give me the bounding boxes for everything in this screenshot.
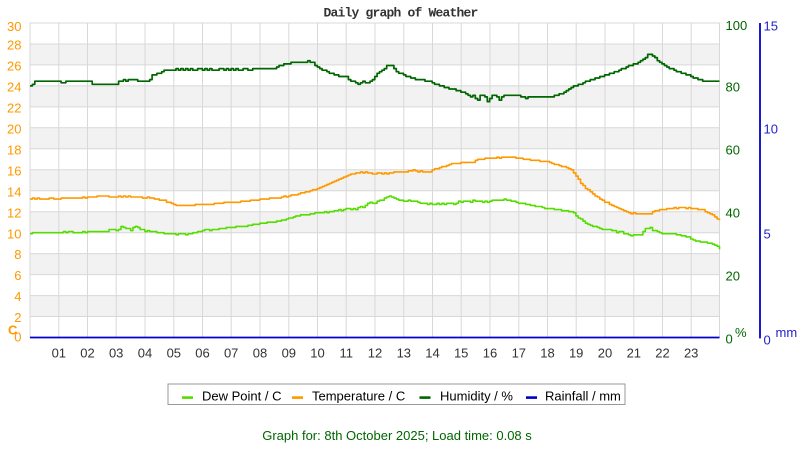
- svg-text:0: 0: [14, 330, 21, 345]
- svg-text:15: 15: [764, 19, 778, 34]
- svg-text:20: 20: [598, 346, 612, 361]
- svg-text:06: 06: [195, 346, 209, 361]
- svg-text:10: 10: [764, 122, 778, 137]
- svg-text:18: 18: [7, 142, 21, 157]
- svg-text:22: 22: [655, 346, 669, 361]
- svg-text:100: 100: [726, 18, 748, 33]
- svg-text:60: 60: [726, 143, 740, 158]
- svg-text:10: 10: [7, 226, 21, 241]
- svg-text:%: %: [735, 325, 747, 340]
- svg-text:20: 20: [726, 268, 740, 283]
- svg-text:18: 18: [540, 346, 554, 361]
- svg-text:15: 15: [454, 346, 468, 361]
- svg-text:4: 4: [14, 289, 21, 304]
- svg-text:13: 13: [397, 346, 411, 361]
- svg-text:21: 21: [627, 346, 641, 361]
- svg-text:mm: mm: [776, 325, 798, 340]
- svg-text:12: 12: [368, 346, 382, 361]
- svg-text:09: 09: [282, 346, 296, 361]
- svg-text:05: 05: [167, 346, 181, 361]
- svg-text:11: 11: [339, 346, 353, 361]
- svg-text:24: 24: [7, 80, 21, 95]
- svg-text:19: 19: [569, 346, 583, 361]
- svg-text:04: 04: [138, 346, 152, 361]
- svg-text:Humidity / %: Humidity / %: [440, 389, 513, 404]
- svg-text:03: 03: [109, 346, 123, 361]
- svg-text:28: 28: [7, 38, 21, 53]
- svg-text:2: 2: [14, 310, 21, 325]
- svg-text:0: 0: [764, 333, 771, 348]
- svg-text:Temperature / C: Temperature / C: [312, 389, 405, 404]
- svg-text:01: 01: [52, 346, 66, 361]
- svg-text:16: 16: [483, 346, 497, 361]
- svg-text:16: 16: [7, 163, 21, 178]
- svg-text:80: 80: [726, 80, 740, 95]
- svg-text:23: 23: [684, 346, 698, 361]
- svg-text:07: 07: [224, 346, 238, 361]
- svg-text:Dew Point / C: Dew Point / C: [202, 389, 281, 404]
- svg-text:02: 02: [80, 346, 94, 361]
- svg-text:C: C: [8, 323, 18, 338]
- svg-text:Daily graph of Weather: Daily graph of Weather: [323, 6, 477, 21]
- svg-text:40: 40: [726, 205, 740, 220]
- svg-text:08: 08: [253, 346, 267, 361]
- svg-text:8: 8: [14, 247, 21, 262]
- svg-text:14: 14: [7, 184, 21, 199]
- svg-text:20: 20: [7, 121, 21, 136]
- svg-text:30: 30: [7, 19, 21, 34]
- svg-text:Rainfall / mm: Rainfall / mm: [545, 389, 621, 404]
- svg-text:22: 22: [7, 101, 21, 116]
- svg-text:17: 17: [512, 346, 526, 361]
- svg-text:5: 5: [764, 226, 771, 241]
- svg-text:14: 14: [425, 346, 439, 361]
- svg-text:26: 26: [7, 59, 21, 74]
- svg-text:12: 12: [7, 205, 21, 220]
- svg-text:Graph for: 8th October 2025; L: Graph for: 8th October 2025; Load time: …: [262, 428, 532, 443]
- svg-text:10: 10: [310, 346, 324, 361]
- svg-text:6: 6: [14, 268, 21, 283]
- svg-text:0: 0: [726, 332, 733, 347]
